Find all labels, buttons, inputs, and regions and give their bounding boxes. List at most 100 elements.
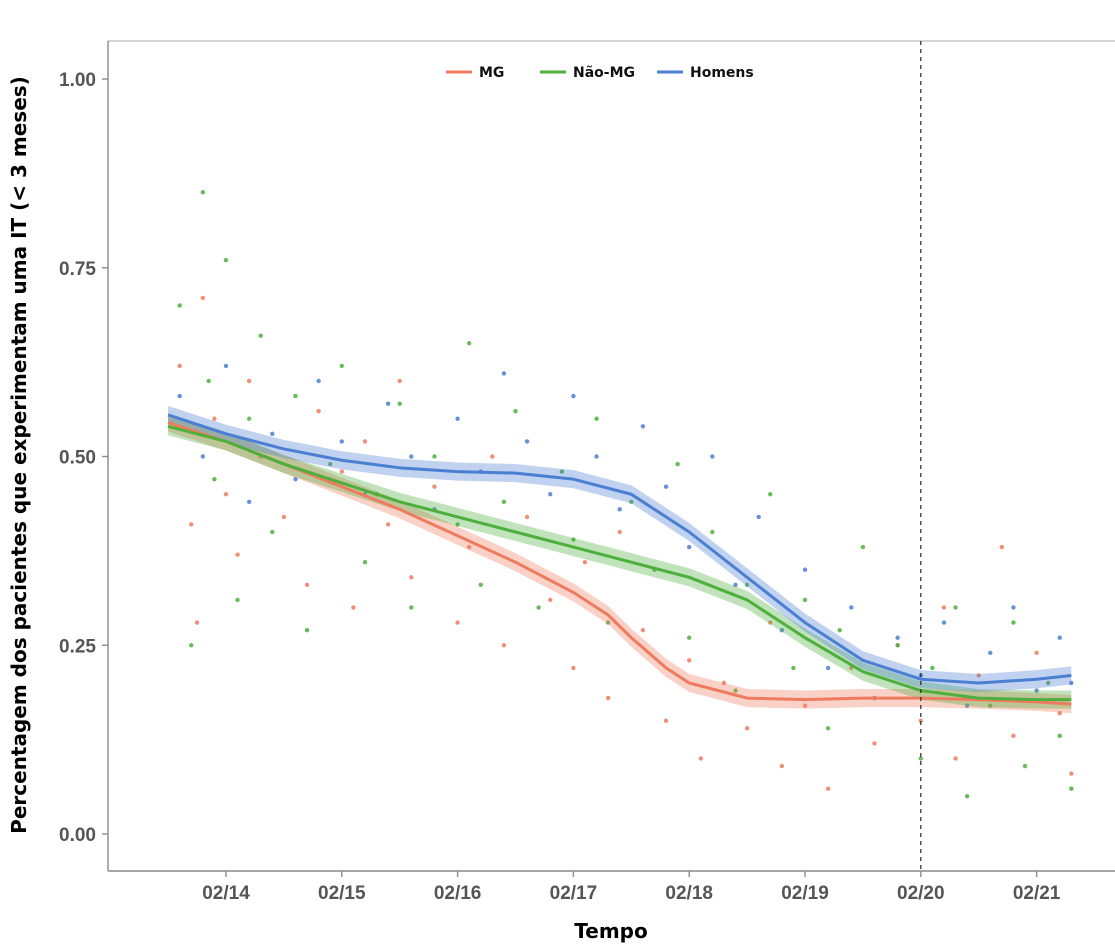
scatter-point bbox=[281, 514, 287, 520]
scatter-point bbox=[895, 643, 900, 648]
scatter-point bbox=[640, 424, 646, 429]
scatter-point bbox=[501, 371, 507, 376]
scatter-point bbox=[455, 522, 460, 527]
scatter-point bbox=[246, 378, 252, 384]
scatter-point bbox=[791, 665, 796, 671]
scatter-point bbox=[362, 560, 368, 565]
scatter-point bbox=[385, 522, 391, 527]
scatter-point bbox=[872, 741, 877, 746]
scatter-point bbox=[501, 643, 507, 648]
scatter-point bbox=[223, 363, 229, 369]
confidence-band bbox=[168, 405, 1072, 693]
scatter-point bbox=[478, 582, 483, 588]
scatter-point bbox=[768, 620, 773, 625]
scatter-point bbox=[1069, 771, 1074, 776]
scatter-point bbox=[194, 620, 200, 625]
scatter-point bbox=[200, 295, 206, 301]
scatter-point bbox=[571, 393, 576, 399]
scatter-point bbox=[976, 673, 981, 678]
scatter-point bbox=[258, 333, 263, 338]
scatter-point bbox=[941, 605, 947, 610]
trend-line bbox=[167, 413, 1072, 685]
y-axis-title: Percentagem dos pacientes que experiment… bbox=[7, 76, 31, 834]
trend-line bbox=[167, 424, 1072, 702]
scatter-point bbox=[524, 439, 530, 444]
scatter-point bbox=[605, 620, 611, 625]
scatter-point bbox=[455, 416, 460, 421]
scatter-point bbox=[964, 794, 970, 799]
scatter-point bbox=[1069, 680, 1074, 686]
scatter-point bbox=[953, 605, 958, 610]
scatter-point bbox=[1057, 711, 1062, 716]
scatter-point bbox=[189, 643, 194, 648]
scatter-point bbox=[466, 341, 472, 346]
scatter-point bbox=[698, 756, 703, 761]
scatter-point bbox=[663, 484, 669, 489]
scatter-point bbox=[640, 627, 646, 633]
scatter-point bbox=[779, 763, 785, 769]
scatter-point bbox=[339, 439, 344, 444]
scatter-point bbox=[999, 544, 1005, 550]
scatter-point bbox=[1011, 733, 1016, 739]
scatter-point bbox=[177, 393, 182, 399]
y-tick-label: 0.25 bbox=[59, 636, 96, 657]
y-tick-label: 0.50 bbox=[59, 448, 96, 469]
scatter-point bbox=[802, 567, 808, 572]
scatter-point bbox=[687, 658, 692, 663]
scatter-point bbox=[1034, 688, 1039, 693]
scatter-point bbox=[1057, 635, 1062, 640]
y-axis-ticks: 0.00 0.25 0.50 0.75 1.00 bbox=[59, 70, 108, 846]
scatter-point bbox=[455, 620, 460, 625]
scatter-point bbox=[756, 514, 761, 520]
scatter-point bbox=[293, 393, 298, 399]
scatter-point bbox=[466, 544, 472, 550]
scatter-point bbox=[200, 190, 206, 195]
scatter-point bbox=[687, 544, 692, 550]
x-tick-label: 02/19 bbox=[781, 883, 829, 904]
scatter-point bbox=[316, 409, 321, 414]
scatter-point bbox=[1034, 650, 1039, 655]
scatter-points bbox=[177, 190, 1074, 799]
scatter-point bbox=[432, 484, 437, 489]
scatter-point bbox=[316, 378, 321, 384]
x-tick-label: 02/18 bbox=[665, 883, 713, 904]
scatter-point bbox=[1057, 733, 1062, 739]
scatter-point bbox=[212, 476, 217, 482]
scatter-point bbox=[837, 627, 842, 633]
legend-label: MG bbox=[479, 65, 504, 81]
scatter-point bbox=[629, 499, 634, 504]
scatter-point bbox=[802, 703, 808, 708]
x-tick-label: 02/17 bbox=[550, 883, 598, 904]
scatter-point bbox=[177, 363, 182, 369]
scatter-point bbox=[733, 688, 738, 693]
scatter-point bbox=[825, 726, 831, 731]
scatter-point bbox=[409, 575, 414, 580]
scatter-point bbox=[571, 537, 576, 542]
scatter-point bbox=[617, 529, 622, 535]
scatter-point bbox=[223, 492, 229, 497]
scatter-point bbox=[594, 416, 599, 421]
scatter-point bbox=[351, 605, 356, 610]
scatter-point bbox=[409, 454, 414, 459]
scatter-point bbox=[605, 695, 611, 701]
scatter-point bbox=[536, 605, 541, 610]
scatter-point bbox=[594, 454, 599, 459]
scatter-point bbox=[246, 499, 252, 504]
legend-label: Não-MG bbox=[573, 65, 635, 81]
scatter-point bbox=[802, 597, 808, 603]
scatter-point bbox=[988, 650, 993, 655]
scatter-point bbox=[744, 726, 750, 731]
x-tick-label: 02/21 bbox=[1013, 883, 1061, 904]
scatter-point bbox=[293, 476, 298, 482]
scatter-point bbox=[548, 492, 553, 497]
scatter-point bbox=[490, 454, 495, 459]
scatter-point bbox=[328, 461, 333, 467]
scatter-point bbox=[524, 514, 530, 520]
scatter-point bbox=[710, 454, 715, 459]
x-axis-title: Tempo bbox=[574, 919, 647, 943]
scatter-point bbox=[304, 582, 310, 588]
scatter-point bbox=[825, 786, 831, 791]
scatter-point bbox=[432, 454, 437, 459]
scatter-point bbox=[385, 401, 391, 406]
